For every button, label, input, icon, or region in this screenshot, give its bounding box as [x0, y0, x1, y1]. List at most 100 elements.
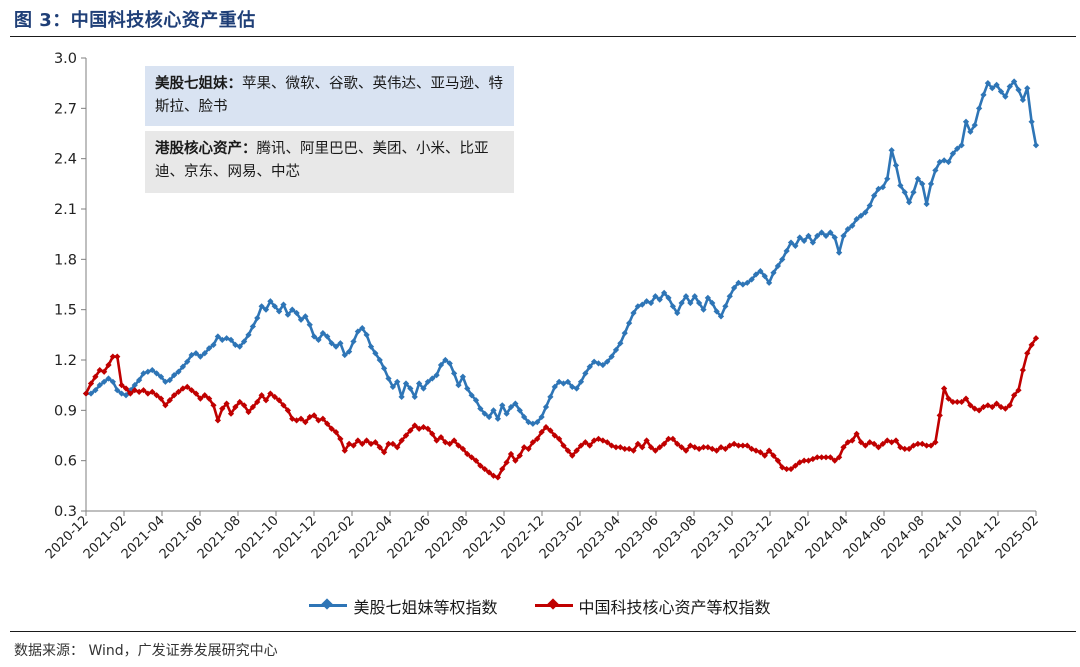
data-point [521, 413, 528, 421]
data-point [293, 309, 300, 317]
data-point [416, 380, 423, 387]
hk-tech-note: 港股核心资产：腾讯、阿里巴巴、美团、小米、比亚迪、京东、网易、中芯 [145, 131, 514, 193]
data-point [389, 383, 396, 390]
data-point [494, 474, 501, 481]
data-point [621, 330, 628, 337]
data-point [446, 440, 453, 448]
chart-legend: 美股七姐妹等权指数 中国科技核心资产等权指数 [0, 592, 1080, 618]
data-point [494, 415, 501, 422]
data-point [486, 469, 493, 476]
data-point [372, 350, 379, 357]
data-point [424, 425, 431, 432]
data-point [722, 303, 729, 310]
data-point [879, 440, 886, 448]
data-point [849, 437, 856, 444]
us-tech-note: 美股七姐妹：苹果、微软、谷歌、英伟达、亚马逊、特斯拉、脸书 [145, 66, 514, 126]
line-chart: 3.02.72.42.11.81.51.20.90.60.32020-12202… [43, 51, 1042, 562]
data-point [477, 405, 484, 412]
data-point [892, 162, 900, 169]
footer-divider [10, 631, 1076, 632]
axes: 3.02.72.42.11.81.51.20.90.60.32020-12202… [43, 51, 1042, 562]
data-point [381, 365, 388, 372]
data-point [1019, 366, 1026, 374]
data-point [451, 370, 458, 377]
data-point [319, 415, 326, 422]
data-point [634, 440, 641, 448]
data-point [923, 200, 930, 208]
data-point [354, 437, 361, 444]
data-point [319, 330, 326, 337]
data-point [464, 450, 471, 458]
data-point [547, 393, 554, 401]
data-point [385, 375, 392, 382]
data-point [315, 336, 322, 343]
data-point [350, 338, 357, 345]
data-point [433, 437, 440, 444]
y-tick-label: 1.8 [54, 252, 77, 268]
data-point [258, 392, 265, 399]
y-tick-label: 2.7 [54, 101, 77, 117]
y-tick-label: 1.2 [54, 353, 77, 369]
data-point [752, 271, 760, 278]
data-point [831, 457, 838, 464]
data-point [490, 407, 497, 414]
data-point [787, 465, 795, 473]
data-point [311, 333, 318, 340]
data-point [359, 325, 366, 332]
data-point [411, 393, 418, 401]
legend-item-us: 美股七姐妹等权指数 [309, 594, 497, 618]
data-point [783, 465, 790, 473]
data-point [402, 380, 410, 387]
data-point [814, 454, 821, 461]
data-point [481, 410, 488, 417]
data-point [674, 309, 681, 317]
data-point [437, 361, 445, 369]
data-point [350, 442, 357, 449]
data-point [398, 393, 405, 401]
data-point [643, 437, 650, 444]
data-point [468, 454, 475, 461]
data-point [599, 361, 606, 369]
data-point [367, 343, 375, 350]
data-point [888, 147, 895, 154]
y-tick-label: 0.3 [54, 504, 77, 520]
data-point [114, 353, 121, 360]
data-point [577, 378, 585, 385]
data-point [267, 390, 274, 397]
data-point [573, 385, 580, 392]
data-point [442, 356, 449, 364]
data-point [1028, 118, 1035, 125]
y-tick-label: 1.5 [54, 303, 77, 319]
data-point [722, 445, 729, 453]
data-point [324, 333, 331, 340]
data-point [381, 449, 388, 456]
data-point [437, 434, 445, 441]
us-tech-note-label: 美股七姐妹： [155, 76, 242, 92]
y-tick-label: 0.6 [54, 454, 77, 470]
data-point [674, 440, 681, 448]
y-tick-label: 3.0 [54, 51, 77, 67]
y-tick-label: 2.1 [54, 202, 77, 218]
data-point [302, 418, 309, 426]
data-point [280, 301, 287, 308]
data-point [459, 445, 466, 453]
data-point [328, 340, 335, 347]
data-point [477, 462, 484, 469]
data-point [499, 465, 506, 473]
data-point [822, 454, 830, 461]
data-point [433, 371, 440, 379]
data-point [468, 392, 475, 399]
legend-item-cn: 中国科技核心资产等权指数 [534, 594, 771, 618]
data-point [472, 397, 480, 404]
data-point [1024, 85, 1031, 92]
data-point [429, 430, 436, 437]
data-point [1002, 405, 1009, 412]
data-point [936, 412, 943, 419]
data-point [341, 447, 348, 454]
data-point [398, 437, 405, 444]
hk-tech-note-text: 腾讯、阿里巴巴、美团、小米、比亚迪、京东、网易、中芯 [155, 141, 489, 180]
y-tick-label: 0.9 [54, 403, 77, 419]
data-point [481, 465, 488, 473]
data-point [302, 313, 309, 320]
data-point [394, 378, 401, 385]
